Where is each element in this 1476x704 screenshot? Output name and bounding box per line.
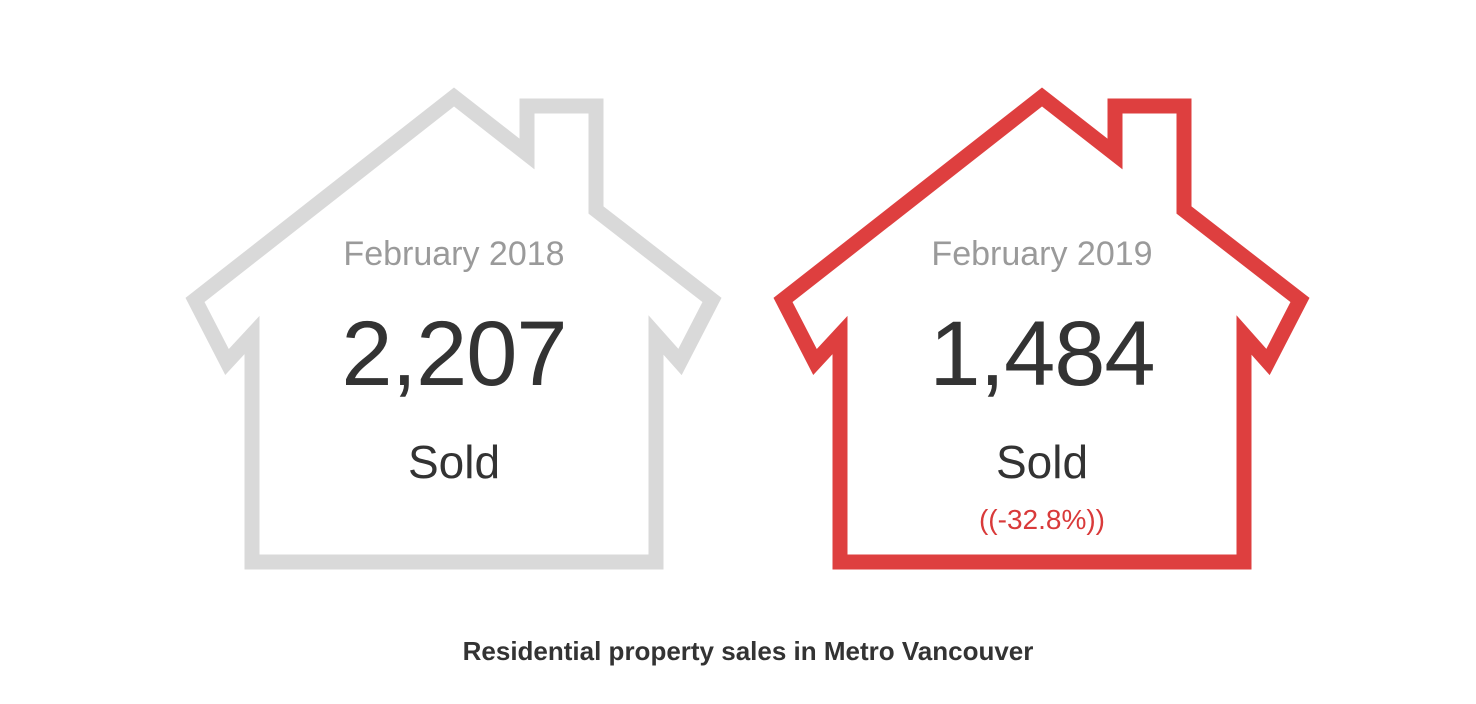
sold-count: 1,484 (929, 303, 1155, 405)
period-label: February 2019 (931, 235, 1153, 273)
house-card-2018: February 2018 2,207 Sold (174, 0, 734, 600)
percent-change: ((-32.8%)) (978, 504, 1105, 535)
period-label: February 2018 (343, 235, 565, 273)
house-outline-icon (773, 87, 1310, 570)
sold-label: Sold (407, 436, 501, 488)
sold-count: 2,207 (341, 303, 567, 405)
house-card-2019: February 2019 1,484 Sold ((-32.8%)) (762, 0, 1322, 600)
house-outline-icon (185, 87, 722, 570)
sold-label: Sold (995, 436, 1089, 488)
chart-caption: Residential property sales in Metro Vanc… (462, 636, 1034, 666)
